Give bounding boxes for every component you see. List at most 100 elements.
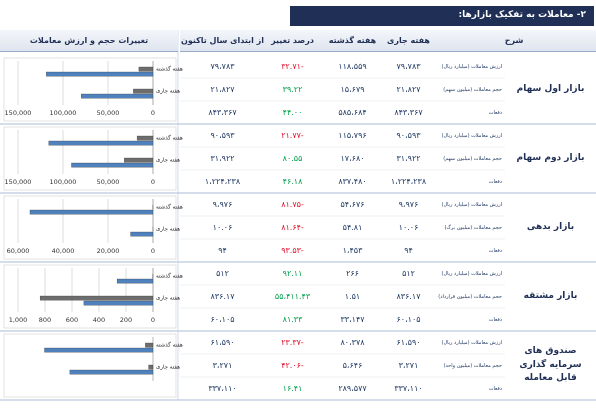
- group-name: بازار مشتقه: [523, 290, 578, 301]
- table-cell: ۹،۹۷۶: [398, 200, 419, 209]
- table-cell: ۹،۹۷۶: [212, 200, 233, 209]
- bar: [39, 295, 154, 301]
- row-label: دفعات: [488, 316, 502, 323]
- table-cell: ۳۱،۹۲۲: [396, 154, 421, 163]
- x-tick-label: 60,000: [7, 247, 30, 255]
- table-cell: ۸۱.۳۳: [282, 315, 303, 324]
- category-label: هفته جاری: [156, 365, 180, 371]
- category-label: هفته گذشته: [156, 135, 183, 142]
- table-cell: ۵۴،۶۷۶: [340, 200, 365, 209]
- bar: [148, 364, 154, 370]
- bar: [81, 93, 154, 99]
- row-label: دفعات: [488, 385, 502, 392]
- table-cell: ۹۰،۵۹۳: [396, 131, 421, 140]
- table-cell: ۱۶.۴۱: [282, 384, 303, 393]
- row-label: حجم معاملات (میلیون قرارداد): [438, 293, 502, 300]
- table-cell: ۸۴۳،۳۶۷: [208, 108, 237, 117]
- table-cell: ۷۹،۷۸۳: [210, 62, 235, 71]
- table-cell: ۳۳،۱۴۷: [340, 315, 365, 324]
- table-cell: ۱۵،۶۷۹: [340, 85, 365, 94]
- table-cell: ۲۶۶: [346, 269, 359, 278]
- row-label: دفعات: [488, 109, 502, 116]
- table-cell: -۸۱.۶۴: [281, 223, 304, 232]
- category-label: هفته جاری: [156, 296, 180, 302]
- bar: [71, 162, 154, 168]
- x-tick-label: 100,000: [50, 178, 77, 186]
- bar: [133, 88, 154, 94]
- table-cell: ۲۱،۸۲۷: [396, 85, 421, 94]
- x-tick-label: 0: [151, 109, 155, 117]
- table-cell: -۲۱.۷۷: [281, 131, 304, 140]
- table-cell: ۱۷،۶۸۰: [340, 154, 365, 163]
- bar: [69, 369, 154, 375]
- category-label: هفته گذشته: [156, 342, 183, 349]
- column-header: از ابتدای سال تاکنون: [180, 30, 265, 52]
- bar: [46, 71, 154, 77]
- table-cell: ۳۹.۲۲: [282, 85, 303, 94]
- group-name: بازار بدهی: [526, 221, 575, 232]
- table-cell: -۹۳.۵۳: [281, 246, 304, 255]
- column-header: تغییرات حجم و ارزش معاملات: [0, 30, 178, 52]
- row-label: ارزش معاملات (میلیارد ریال): [441, 201, 502, 208]
- table-cell: ۳۳۷،۱۱۰: [208, 384, 237, 393]
- bar: [48, 140, 154, 146]
- table-cell: ۱،۲۲۴،۲۳۸: [390, 177, 427, 186]
- row-label: ارزش معاملات (میلیارد ریال): [441, 132, 502, 139]
- x-tick-label: 200: [120, 316, 132, 324]
- table-cell: -۸۱.۷۵: [281, 200, 304, 209]
- category-label: هفته جاری: [156, 158, 180, 164]
- bar: [29, 209, 154, 215]
- column-header: شرح: [432, 30, 596, 52]
- table-cell: ۱،۲۲۴،۲۳۸: [204, 177, 241, 186]
- table-cell: ۱۰.۰۶: [398, 223, 419, 232]
- table-cell: ۸۳۷،۴۸۰: [338, 177, 367, 186]
- category-label: هفته جاری: [156, 227, 180, 233]
- table-cell: ۵۱۲: [216, 269, 229, 278]
- table-cell: ۶۰،۱۰۵: [210, 315, 235, 324]
- row-label: حجم معاملات (میلیون برگ): [444, 224, 502, 231]
- table-cell: ۶۱،۵۹۰: [210, 338, 235, 347]
- table-cell: ۴۶.۱۸: [282, 177, 303, 186]
- x-tick-label: 50,000: [97, 109, 120, 117]
- x-tick-label: 40,000: [52, 247, 75, 255]
- category-label: هفته گذشته: [156, 66, 183, 73]
- table-cell: ۹۴: [218, 246, 227, 255]
- bar: [124, 157, 154, 163]
- bar: [145, 342, 154, 348]
- table-cell: ۶۱،۵۹۰: [396, 338, 421, 347]
- bar: [136, 135, 154, 141]
- table-cell: ۵۵،۴۱۱.۴۳: [274, 292, 311, 301]
- table-cell: -۲۳.۳۷: [281, 338, 304, 347]
- x-tick-label: 800: [39, 316, 51, 324]
- table-cell: -۴۲.۰۶: [281, 361, 304, 370]
- group-name: صندوق های سرمایه گذاری قابل معامله: [519, 346, 582, 384]
- table-cell: ۸۰.۵۵: [282, 154, 303, 163]
- category-label: هفته گذشته: [156, 204, 183, 211]
- table-cell: ۱،۴۵۳: [342, 246, 363, 255]
- x-tick-label: 1,000: [9, 316, 28, 324]
- x-tick-label: 0: [151, 316, 155, 324]
- chart-frame: [3, 195, 177, 260]
- x-tick-label: 0: [151, 247, 155, 255]
- table-cell: ۱۱۵،۷۹۶: [338, 131, 367, 140]
- bar: [44, 347, 154, 353]
- x-tick-label: 600: [66, 316, 78, 324]
- table-cell: ۳،۲۷۱: [398, 361, 419, 370]
- section-title: ۲- معاملات به تفکیک بازارها:: [290, 6, 594, 26]
- table-cell: ۹۲.۱۱: [282, 269, 303, 278]
- table-cell: ۵۴.۸۱: [342, 223, 363, 232]
- table-cell: ۲۱،۸۲۷: [210, 85, 235, 94]
- row-label: دفعات: [488, 247, 502, 254]
- x-tick-label: 150,000: [5, 109, 32, 117]
- x-tick-label: 20,000: [97, 247, 120, 255]
- table-cell: ۱۰.۰۶: [212, 223, 233, 232]
- table-cell: ۵۸۵،۶۸۴: [338, 108, 367, 117]
- table-cell: ۹۰،۵۹۳: [210, 131, 235, 140]
- category-label: هفته گذشته: [156, 273, 183, 280]
- row-label: حجم معاملات (میلیون سهم): [443, 86, 502, 93]
- bar: [83, 300, 154, 306]
- table-cell: ۳،۲۷۱: [212, 361, 233, 370]
- table-cell: ۲۸۹،۵۷۷: [338, 384, 367, 393]
- row-label: ارزش معاملات (میلیارد ریال): [441, 63, 502, 70]
